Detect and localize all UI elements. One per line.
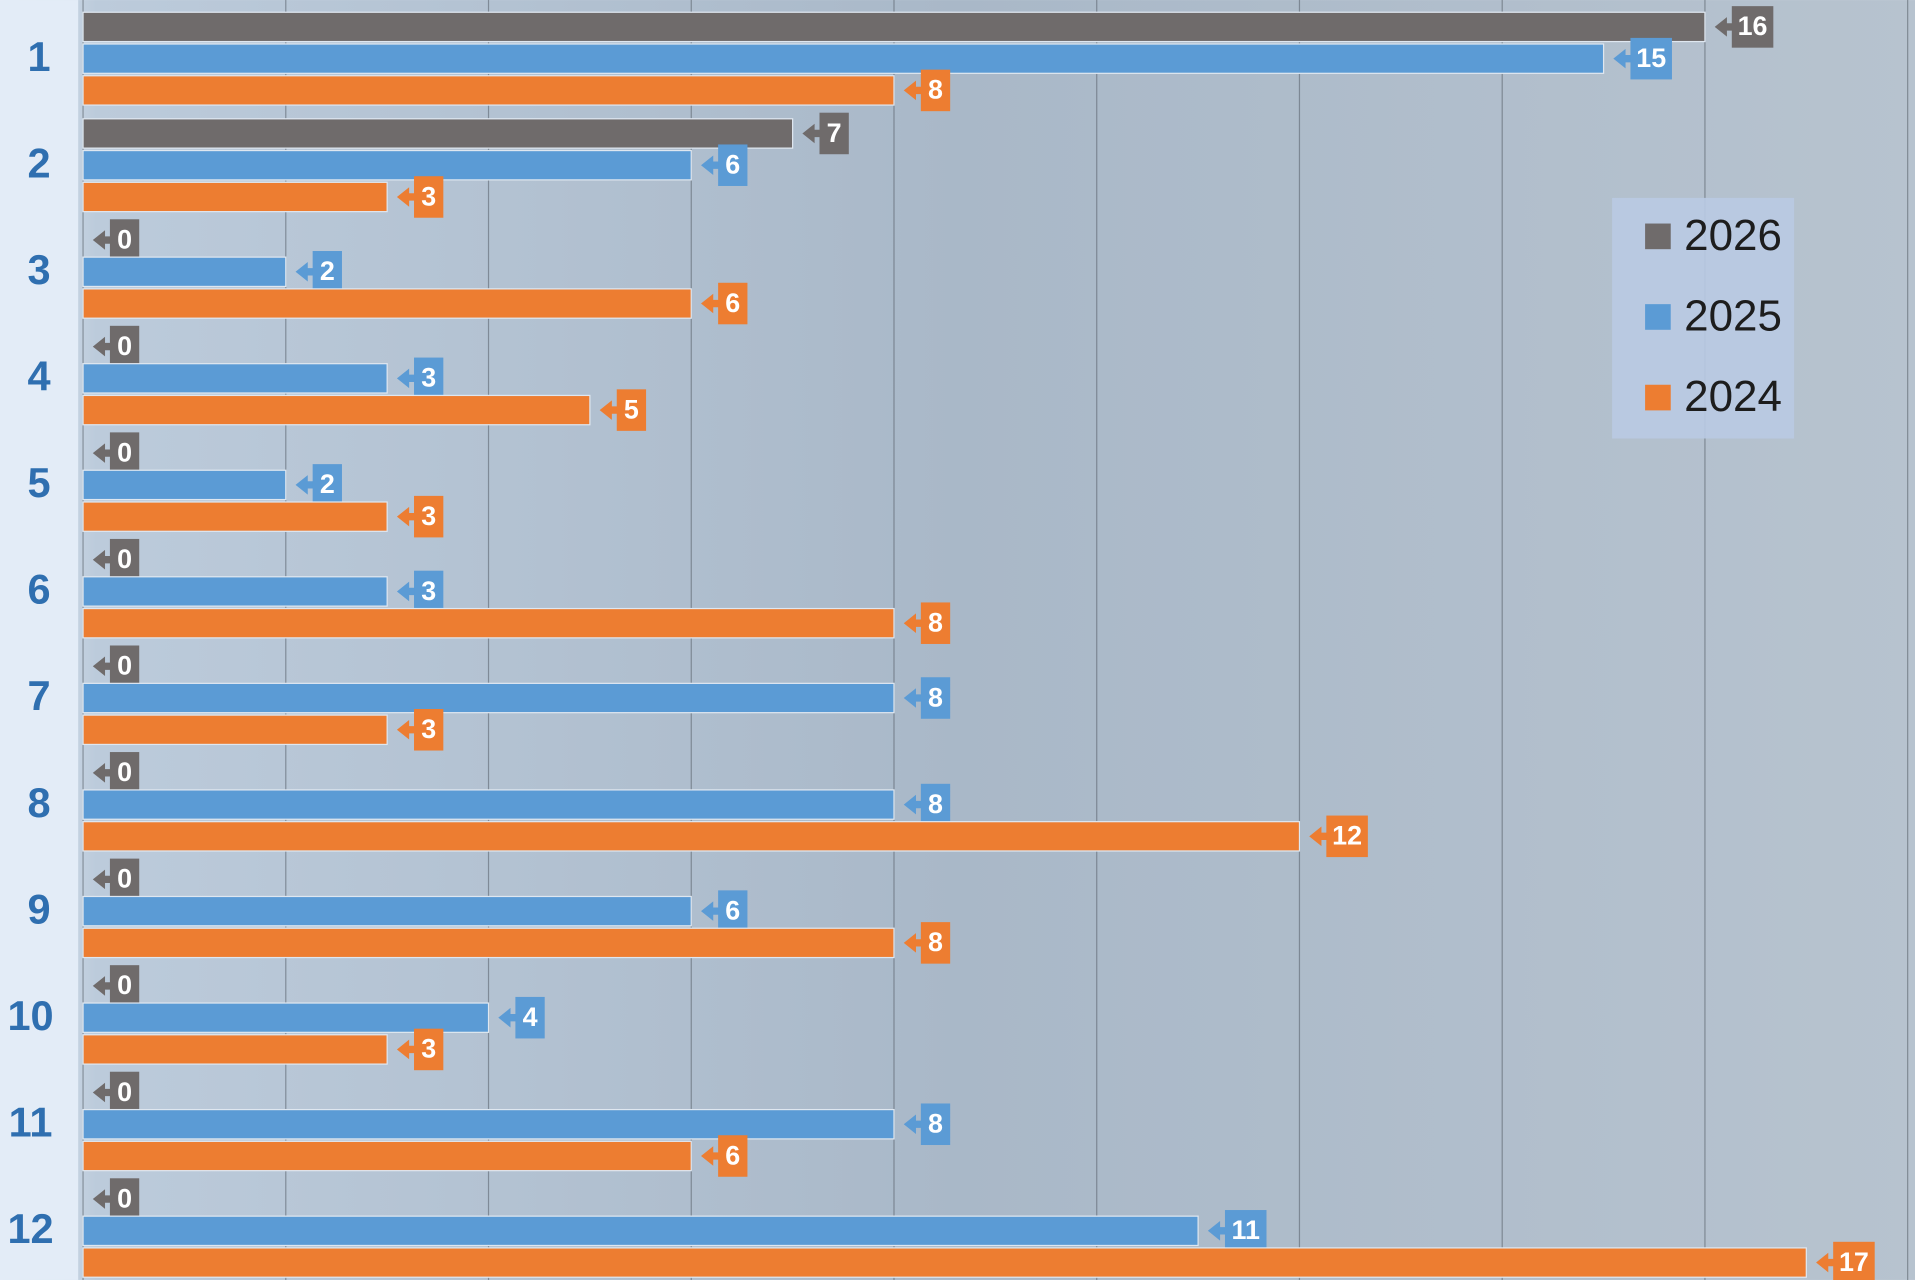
data-label: 0 [117,1183,132,1213]
data-label: 8 [928,789,943,819]
y-tick-label: 7 [28,672,51,719]
y-tick-label: 6 [28,566,51,613]
bar [83,44,1604,73]
y-tick-label: 1 [28,33,51,80]
data-label: 3 [421,714,436,744]
data-label: 4 [523,1002,538,1032]
data-label: 0 [117,544,132,574]
legend-label: 2025 [1684,291,1782,340]
data-label: 2 [320,469,335,499]
bar [83,76,894,105]
bar [83,1141,691,1170]
data-label: 3 [421,1034,436,1064]
bar [83,683,894,712]
bar [83,928,894,957]
data-label: 2 [320,256,335,286]
bar [83,151,691,180]
data-label: 0 [117,331,132,361]
label-panel [0,0,78,1280]
bar [83,289,691,318]
legend-swatch [1645,385,1671,411]
bar [83,395,590,424]
data-label: 6 [725,895,740,925]
data-label: 16 [1738,11,1768,41]
data-label: 17 [1839,1247,1869,1277]
data-label: 3 [421,181,436,211]
data-label: 0 [117,437,132,467]
data-label: 0 [117,651,132,681]
data-label: 0 [117,864,132,894]
y-tick-label: 10 [7,992,53,1039]
data-label: 7 [827,118,842,148]
bar [83,182,387,211]
bar [83,790,894,819]
bar [83,470,286,499]
data-label: 8 [928,682,943,712]
y-tick-label: 3 [28,246,51,293]
data-label: 6 [725,1140,740,1170]
bar [83,822,1299,851]
y-tick-label: 9 [28,885,51,932]
bar [83,502,387,531]
data-label: 11 [1232,1215,1260,1245]
data-label: 0 [117,1077,132,1107]
data-label: 0 [117,970,132,1000]
legend: 2026 2025 2024 [1612,198,1794,439]
data-label: 8 [928,75,943,105]
bar [83,119,793,148]
bar [83,257,286,286]
legend-label: 2026 [1684,211,1782,260]
y-tick-label: 2 [28,139,51,186]
bar [83,609,894,638]
bar [83,1003,488,1032]
y-tick-label: 11 [9,1098,53,1145]
y-tick-label: 12 [7,1205,53,1252]
data-label: 6 [725,150,740,180]
data-label: 8 [928,1109,943,1139]
bar [83,1035,387,1064]
bar [83,577,387,606]
bar [83,896,691,925]
chart: 1161582763302640355023603870838081290681… [0,0,1915,1280]
data-label: 0 [117,757,132,787]
bar [83,12,1705,41]
legend-swatch [1645,304,1671,330]
legend-label: 2024 [1684,372,1782,421]
data-label: 5 [624,394,639,424]
y-tick-label: 5 [28,459,51,506]
data-label: 8 [928,927,943,957]
data-label: 3 [421,576,436,606]
data-label: 3 [421,501,436,531]
data-label: 8 [928,608,943,638]
y-tick-label: 4 [28,353,51,400]
bar [83,1110,894,1139]
data-label: 12 [1332,821,1362,851]
data-label: 15 [1636,43,1666,73]
legend-swatch [1645,224,1671,250]
bar [83,364,387,393]
data-label: 3 [421,363,436,393]
bar [83,1248,1806,1277]
y-tick-label: 8 [28,779,51,826]
bar [83,1216,1198,1245]
data-label: 0 [117,224,132,254]
bar [83,715,387,744]
data-label: 6 [725,288,740,318]
